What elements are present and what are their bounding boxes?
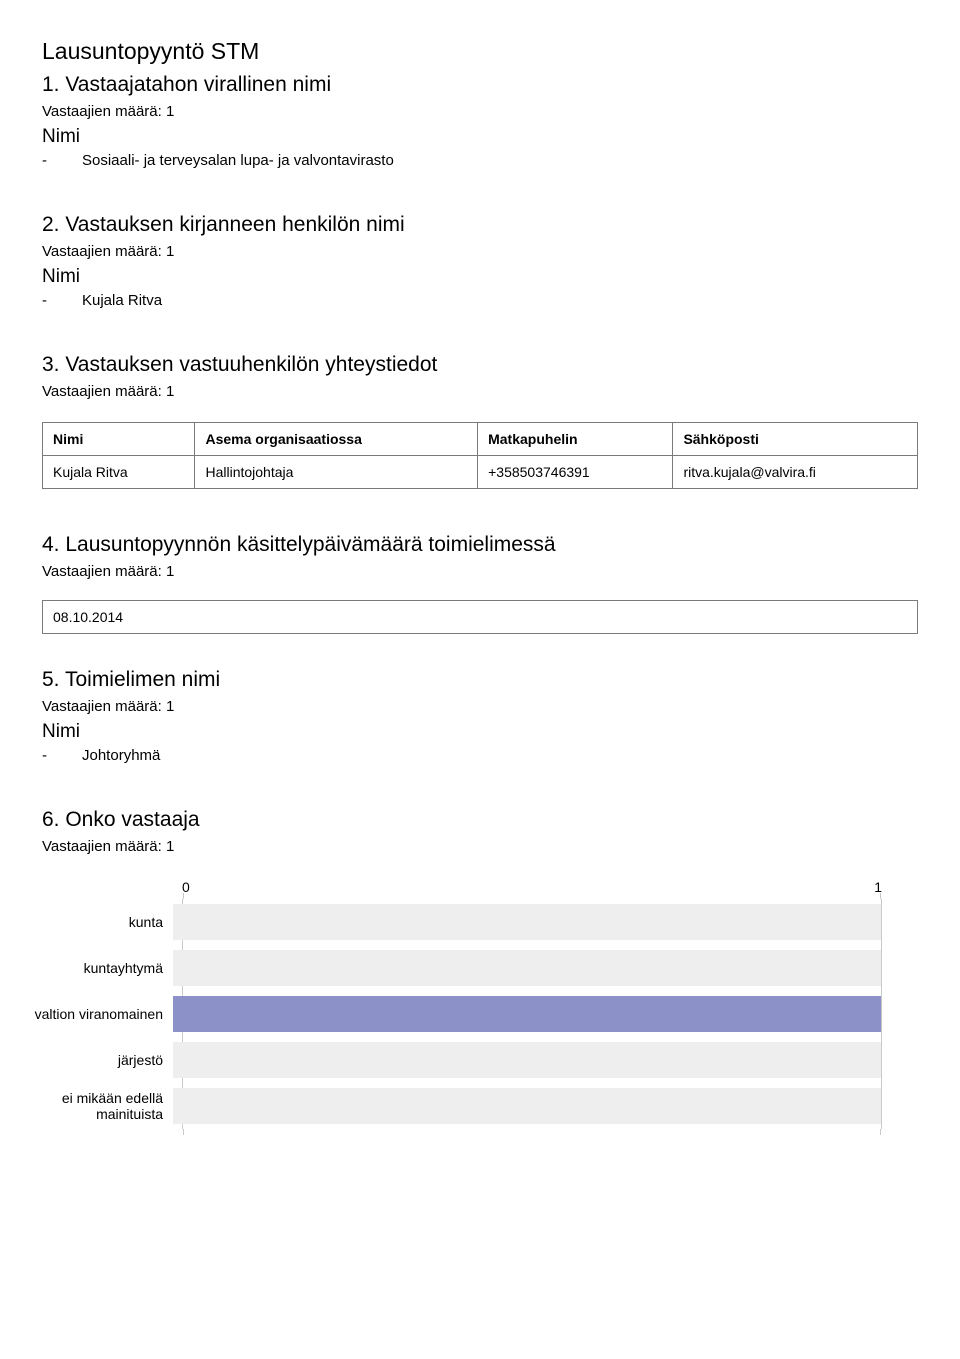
section-4-heading: 4. Lausuntopyynnön käsittelypäivämäärä t… (42, 533, 918, 557)
respondent-type-chart: 0 1 kunta kuntayhtymä valtion viranomain… (182, 879, 882, 1129)
section-2-nimi-label: Nimi (42, 266, 918, 288)
chart-bar-fill (173, 996, 881, 1032)
chart-row-kuntayhtyma: kuntayhtymä (183, 945, 881, 991)
chart-label: ei mikään edellä mainituista (23, 1090, 173, 1122)
chart-axis: 0 1 (182, 879, 882, 899)
section-3-heading: 3. Vastauksen vastuuhenkilön yhteystiedo… (42, 353, 918, 377)
section-1-nimi-label: Nimi (42, 126, 918, 148)
table-row: Kujala Ritva Hallintojohtaja +3585037463… (43, 456, 918, 489)
list-item: - Johtoryhmä (42, 747, 918, 764)
chart-bar-track (173, 904, 881, 940)
section-6-count: Vastaajien määrä: 1 (42, 838, 918, 855)
dash-icon: - (42, 747, 82, 764)
section-5-count: Vastaajien määrä: 1 (42, 698, 918, 715)
list-item: - Sosiaali- ja terveysalan lupa- ja valv… (42, 152, 918, 169)
chart-bar-track (173, 996, 881, 1032)
col-nimi: Nimi (43, 423, 195, 456)
chart-row-jarjesto: järjestö (183, 1037, 881, 1083)
cell-asema: Hallintojohtaja (195, 456, 478, 489)
section-6-heading: 6. Onko vastaaja (42, 808, 918, 832)
col-sahkoposti: Sähköposti (673, 423, 918, 456)
chart-row-valtion: valtion viranomainen (183, 991, 881, 1037)
page-title: Lausuntopyyntö STM (42, 38, 918, 65)
chart-bar-track (173, 1042, 881, 1078)
section-1-value: Sosiaali- ja terveysalan lupa- ja valvon… (82, 152, 394, 169)
section-5-value: Johtoryhmä (82, 747, 160, 764)
chart-label: valtion viranomainen (23, 1006, 173, 1022)
section-2-count: Vastaajien määrä: 1 (42, 243, 918, 260)
cell-sahkoposti: ritva.kujala@valvira.fi (673, 456, 918, 489)
section-5-heading: 5. Toimielimen nimi (42, 668, 918, 692)
col-asema: Asema organisaatiossa (195, 423, 478, 456)
chart-row-eimikaan: ei mikään edellä mainituista (183, 1083, 881, 1129)
chart-label: kunta (23, 914, 173, 930)
chart-label: järjestö (23, 1052, 173, 1068)
contact-table: Nimi Asema organisaatiossa Matkapuhelin … (42, 422, 918, 489)
chart-bar-track (173, 1088, 881, 1124)
table-header-row: Nimi Asema organisaatiossa Matkapuhelin … (43, 423, 918, 456)
list-item: - Kujala Ritva (42, 292, 918, 309)
chart-row-kunta: kunta (183, 899, 881, 945)
chart-plot: kunta kuntayhtymä valtion viranomainen j… (182, 899, 882, 1129)
section-1-heading: 1. Vastaajatahon virallinen nimi (42, 73, 918, 97)
section-2-heading: 2. Vastauksen kirjanneen henkilön nimi (42, 213, 918, 237)
cell-matkapuhelin: +358503746391 (478, 456, 673, 489)
chart-bar-track (173, 950, 881, 986)
section-5-nimi-label: Nimi (42, 721, 918, 743)
section-3-count: Vastaajien määrä: 1 (42, 383, 918, 400)
dash-icon: - (42, 292, 82, 309)
col-matkapuhelin: Matkapuhelin (478, 423, 673, 456)
section-1-count: Vastaajien määrä: 1 (42, 103, 918, 120)
dash-icon: - (42, 152, 82, 169)
date-box: 08.10.2014 (42, 600, 918, 634)
cell-nimi: Kujala Ritva (43, 456, 195, 489)
section-4-value: 08.10.2014 (43, 601, 918, 634)
chart-label: kuntayhtymä (23, 960, 173, 976)
section-4-count: Vastaajien määrä: 1 (42, 563, 918, 580)
section-2-value: Kujala Ritva (82, 292, 162, 309)
